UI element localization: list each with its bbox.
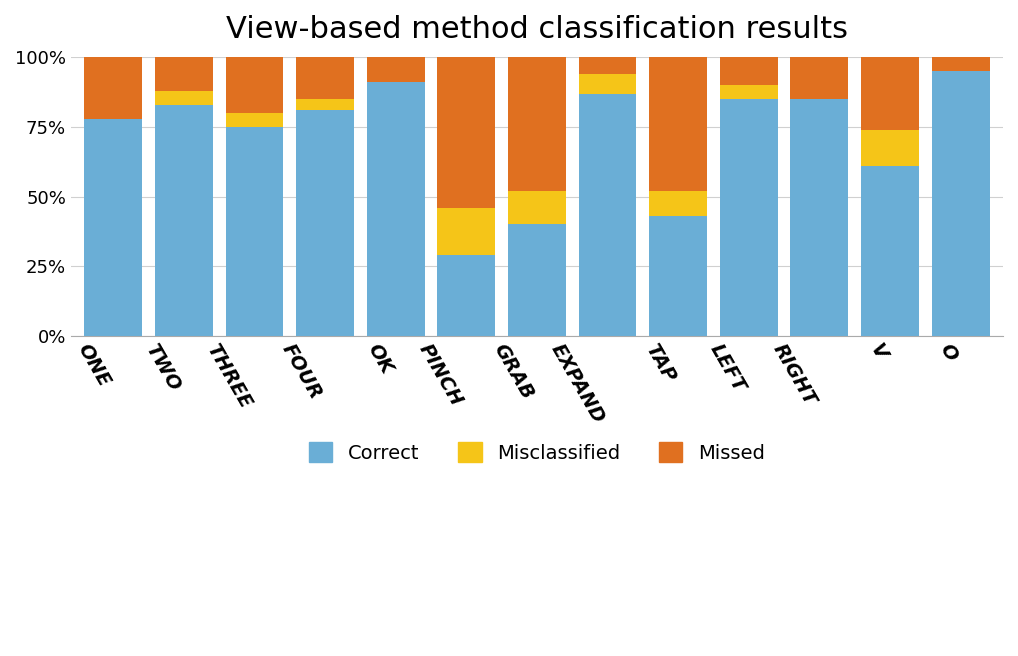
- Legend: Correct, Misclassified, Missed: Correct, Misclassified, Missed: [301, 434, 773, 470]
- Bar: [578, 58, 636, 74]
- Bar: [790, 99, 848, 336]
- Bar: [155, 105, 213, 336]
- Bar: [296, 99, 354, 110]
- Bar: [438, 58, 496, 208]
- Bar: [790, 58, 848, 99]
- Bar: [366, 58, 425, 83]
- Bar: [155, 91, 213, 105]
- Bar: [861, 166, 919, 336]
- Bar: [649, 216, 708, 336]
- Bar: [226, 127, 283, 336]
- Bar: [720, 58, 778, 85]
- Bar: [649, 58, 708, 191]
- Bar: [84, 119, 143, 336]
- Bar: [508, 224, 566, 336]
- Bar: [226, 58, 283, 113]
- Bar: [508, 58, 566, 191]
- Bar: [84, 58, 143, 119]
- Bar: [508, 191, 566, 224]
- Bar: [578, 94, 636, 336]
- Bar: [931, 58, 989, 72]
- Bar: [438, 208, 496, 255]
- Bar: [649, 191, 708, 216]
- Bar: [720, 85, 778, 99]
- Bar: [155, 58, 213, 91]
- Bar: [226, 113, 283, 127]
- Bar: [931, 72, 989, 336]
- Bar: [296, 58, 354, 99]
- Bar: [366, 83, 425, 336]
- Bar: [296, 110, 354, 336]
- Bar: [720, 99, 778, 336]
- Title: View-based method classification results: View-based method classification results: [226, 15, 848, 44]
- Bar: [438, 255, 496, 336]
- Bar: [861, 130, 919, 166]
- Bar: [861, 58, 919, 130]
- Bar: [578, 74, 636, 94]
